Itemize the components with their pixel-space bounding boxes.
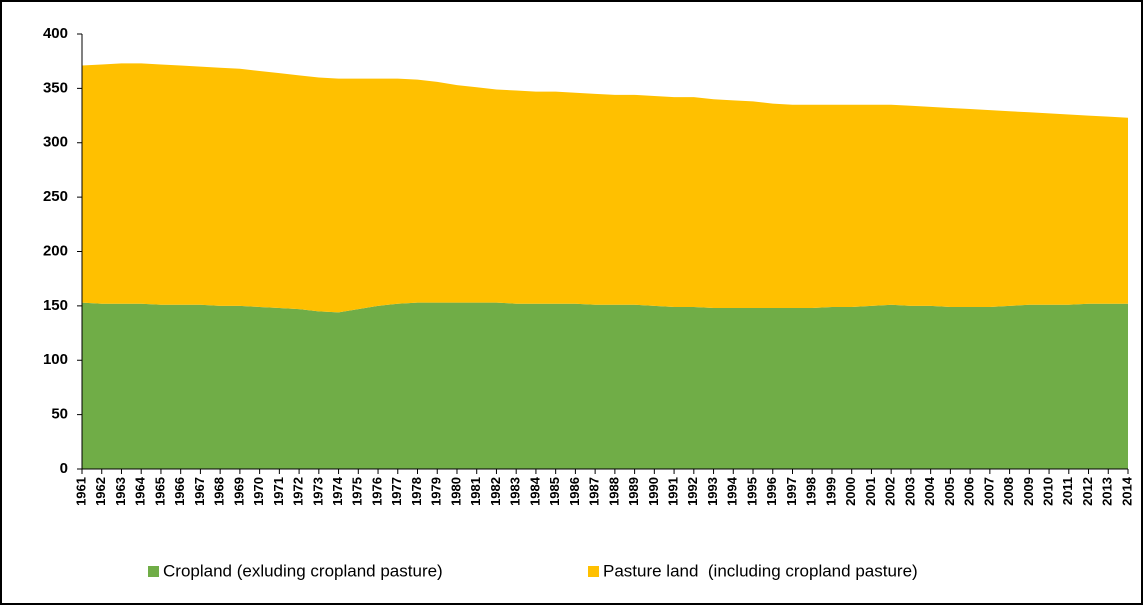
x-tick-label: 1981 — [468, 477, 483, 506]
x-tick-label: 1983 — [508, 477, 523, 506]
y-tick-label: 50 — [51, 406, 68, 423]
x-tick-label: 2005 — [942, 477, 957, 506]
x-tick-label: 1968 — [212, 477, 227, 506]
area — [82, 63, 1128, 313]
x-tick-label: 1988 — [606, 477, 621, 506]
x-tick-label: 1980 — [448, 477, 463, 506]
x-tick-label: 1964 — [133, 476, 148, 506]
area — [82, 302, 1128, 469]
x-tick-label: 2003 — [902, 477, 917, 506]
x-tick-label: 1974 — [330, 476, 345, 506]
legend-label: Pasture land (including cropland pasture… — [603, 561, 918, 580]
x-tick-label: 1996 — [764, 477, 779, 506]
x-tick-label: 1987 — [587, 477, 602, 506]
x-tick-label: 1997 — [784, 477, 799, 506]
y-tick-label: 250 — [43, 188, 68, 205]
x-tick-label: 2007 — [981, 477, 996, 506]
x-tick-label: 1992 — [685, 477, 700, 506]
x-tick-label: 1961 — [73, 477, 88, 506]
x-tick-label: 2001 — [863, 477, 878, 506]
x-tick-label: 2014 — [1119, 476, 1134, 506]
x-tick-label: 1985 — [547, 477, 562, 506]
x-tick-label: 1989 — [626, 477, 641, 506]
x-tick-label: 1993 — [705, 477, 720, 506]
x-tick-label: 2011 — [1060, 477, 1075, 505]
x-tick-label: 1998 — [804, 477, 819, 506]
x-tick-label: 2008 — [1001, 477, 1016, 506]
x-tick-label: 1984 — [527, 476, 542, 506]
y-tick-label: 100 — [43, 351, 68, 368]
x-tick-label: 1970 — [251, 477, 266, 506]
x-tick-label: 1977 — [389, 477, 404, 506]
x-tick-label: 2002 — [883, 477, 898, 506]
x-tick-label: 1966 — [172, 477, 187, 506]
x-tick-label: 1971 — [271, 477, 286, 506]
y-tick-label: 200 — [43, 242, 68, 259]
x-tick-label: 2013 — [1100, 477, 1115, 506]
y-tick-label: 400 — [43, 25, 68, 42]
legend-label: Cropland (exluding cropland pasture) — [163, 561, 443, 580]
x-tick-label: 1963 — [113, 477, 128, 506]
x-tick-label: 2010 — [1040, 477, 1055, 506]
x-tick-label: 2000 — [843, 477, 858, 506]
y-tick-label: 0 — [60, 460, 68, 477]
x-tick-label: 1999 — [823, 477, 838, 506]
y-tick-label: 150 — [43, 297, 68, 314]
x-tick-label: 1986 — [567, 477, 582, 506]
x-tick-label: 2006 — [962, 477, 977, 506]
x-tick-label: 1982 — [488, 477, 503, 506]
x-tick-label: 1995 — [744, 477, 759, 506]
x-tick-label: 1991 — [666, 477, 681, 506]
x-tick-label: 1975 — [350, 477, 365, 506]
x-tick-label: 1973 — [310, 477, 325, 506]
x-tick-label: 1978 — [409, 477, 424, 506]
x-tick-label: 1965 — [152, 477, 167, 506]
x-tick-label: 2004 — [922, 476, 937, 506]
y-tick-label: 350 — [43, 79, 68, 96]
x-tick-label: 1979 — [429, 477, 444, 506]
x-tick-label: 1969 — [231, 477, 246, 506]
x-tick-label: 1994 — [725, 476, 740, 506]
y-tick-label: 300 — [43, 134, 68, 151]
x-tick-label: 2009 — [1021, 477, 1036, 506]
x-tick-label: 1976 — [369, 477, 384, 506]
legend-swatch — [588, 566, 599, 577]
x-tick-label: 2012 — [1080, 477, 1095, 506]
x-tick-label: 1967 — [192, 477, 207, 506]
x-tick-label: 1990 — [646, 477, 661, 506]
legend-swatch — [148, 566, 159, 577]
x-tick-label: 1972 — [291, 477, 306, 506]
x-tick-label: 1962 — [93, 477, 108, 506]
